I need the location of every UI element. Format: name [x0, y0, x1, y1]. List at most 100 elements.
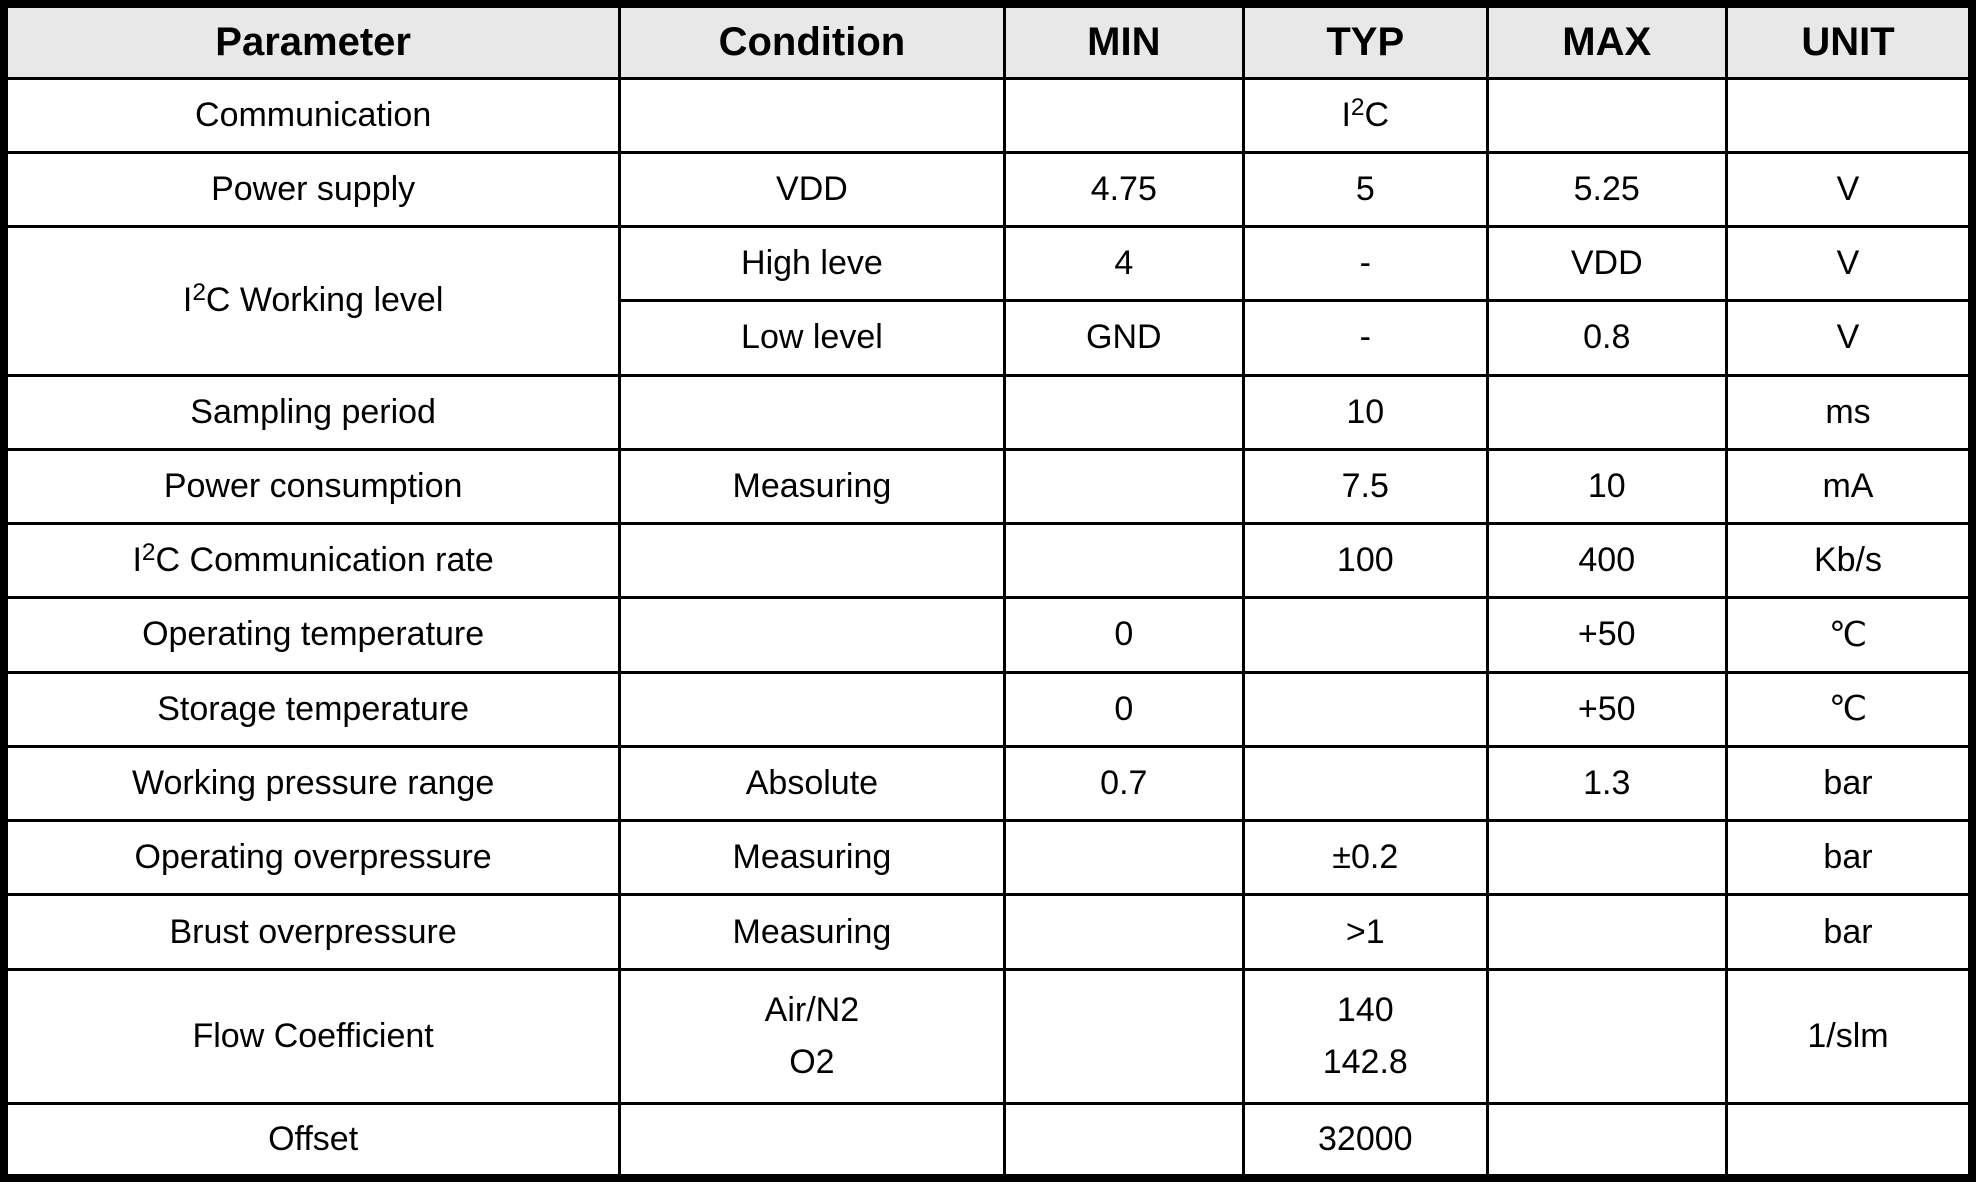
typ-cell: 7.5	[1242, 447, 1489, 526]
typ-cell	[1242, 744, 1489, 823]
unit-cell: ℃	[1724, 596, 1974, 674]
max-cell: +50	[1485, 670, 1728, 748]
table-row: Brust overpressure Measuring >1 bar	[2, 893, 1974, 971]
table-row: Offset 32000	[2, 1102, 1974, 1180]
param-cell: I2C Working level	[2, 225, 622, 377]
i2c-text: I	[182, 281, 193, 320]
max-cell: 1.3	[1485, 744, 1728, 823]
condition-cell: VDD	[618, 150, 1006, 229]
param-cell: Offset	[2, 1102, 622, 1180]
min-cell	[1002, 373, 1246, 451]
i2c-superscript: 2	[1350, 93, 1365, 121]
min-cell	[1002, 447, 1246, 526]
condition-line: Air/N2	[764, 990, 860, 1029]
typ-cell: ±0.2	[1242, 819, 1489, 897]
max-cell	[1485, 819, 1728, 897]
condition-cell	[618, 596, 1006, 674]
unit-cell: Kb/s	[1724, 522, 1974, 600]
condition-cell	[618, 522, 1006, 600]
min-cell	[1002, 893, 1246, 971]
table-row: I2C Working level High leve 4 - VDD V	[2, 225, 1974, 377]
header-unit: UNIT	[1724, 2, 1974, 80]
header-condition: Condition	[618, 2, 1006, 80]
typ-cell: -	[1242, 225, 1489, 303]
min-cell	[1002, 76, 1246, 154]
header-max: MAX	[1485, 2, 1728, 80]
typ-cell	[1242, 596, 1489, 674]
min-cell: 0.7	[1002, 744, 1246, 823]
unit-cell: bar	[1724, 744, 1974, 823]
param-cell: Power consumption	[2, 447, 622, 526]
i2c-text: C	[1364, 95, 1390, 134]
condition-cell: Measuring	[618, 819, 1006, 897]
min-cell	[1002, 819, 1246, 897]
table-row: Flow Coefficient Air/N2 O2 140 142.8 1/s…	[2, 967, 1974, 1106]
condition-cell	[618, 670, 1006, 748]
min-cell: 0	[1002, 670, 1246, 748]
i2c-superscript: 2	[141, 539, 156, 567]
max-cell: 10	[1485, 447, 1728, 526]
unit-cell: V	[1724, 150, 1974, 229]
i2c-text: C Communication rate	[155, 541, 494, 580]
unit-cell	[1724, 76, 1974, 154]
unit-cell: V	[1724, 299, 1974, 377]
typ-line: 142.8	[1322, 1043, 1408, 1082]
typ-cell: >1	[1242, 893, 1489, 971]
unit-cell: ℃	[1724, 670, 1974, 748]
unit-cell: bar	[1724, 819, 1974, 897]
table-row: Operating overpressure Measuring ±0.2 ba…	[2, 819, 1974, 897]
min-cell: 4	[1002, 225, 1246, 303]
max-cell	[1485, 967, 1728, 1106]
unit-cell: V	[1724, 225, 1974, 303]
min-cell	[1002, 522, 1246, 600]
table-row: Communication I2C	[2, 76, 1974, 154]
table-row: Sampling period 10 ms	[2, 373, 1974, 451]
max-cell: 5.25	[1485, 150, 1728, 229]
param-cell: Operating temperature	[2, 596, 622, 674]
unit-cell	[1724, 1102, 1974, 1180]
condition-cell: Absolute	[618, 744, 1006, 823]
param-cell: Sampling period	[2, 373, 622, 451]
table-row: Working pressure range Absolute 0.7 1.3 …	[2, 744, 1974, 823]
unit-cell: bar	[1724, 893, 1974, 971]
max-cell	[1485, 76, 1728, 154]
condition-cell: Measuring	[618, 893, 1006, 971]
condition-cell: Air/N2 O2	[618, 967, 1006, 1106]
table-row: Low level GND - 0.8 V	[4, 299, 1974, 377]
typ-cell	[1242, 670, 1489, 748]
table-row: Storage temperature 0 +50 ℃	[2, 670, 1974, 748]
typ-cell: 32000	[1242, 1102, 1489, 1180]
param-cell: Power supply	[2, 150, 622, 229]
header-row: Parameter Condition MIN TYP MAX UNIT	[2, 2, 1974, 80]
min-cell: GND	[1002, 299, 1246, 377]
i2c-text: I	[132, 541, 142, 580]
header-min: MIN	[1002, 2, 1246, 80]
max-cell	[1485, 373, 1728, 451]
param-cell: Brust overpressure	[2, 893, 622, 971]
max-cell: VDD	[1485, 225, 1728, 303]
param-cell: Operating overpressure	[2, 819, 622, 897]
condition-cell: High leve	[618, 225, 1006, 303]
param-cell: I2C Communication rate	[2, 522, 622, 600]
condition-line: O2	[789, 1043, 835, 1082]
unit-cell: 1/slm	[1724, 967, 1974, 1106]
condition-cell	[618, 1102, 1006, 1180]
condition-cell: Low level	[618, 299, 1006, 377]
max-cell	[1485, 893, 1728, 971]
max-cell: 400	[1485, 522, 1728, 600]
param-cell: Flow Coefficient	[2, 967, 622, 1106]
unit-cell: mA	[1724, 447, 1974, 526]
header-typ: TYP	[1242, 2, 1489, 80]
unit-cell: ms	[1724, 373, 1974, 451]
typ-cell: 140 142.8	[1242, 967, 1489, 1106]
typ-cell: 100	[1242, 522, 1489, 600]
typ-cell: 5	[1242, 150, 1489, 229]
param-cell: Working pressure range	[2, 744, 622, 823]
table-row: Power supply VDD 4.75 5 5.25 V	[2, 150, 1974, 229]
table-row: Operating temperature 0 +50 ℃	[2, 596, 1974, 674]
max-cell: 0.8	[1485, 299, 1728, 377]
condition-cell	[618, 76, 1006, 154]
param-cell: Storage temperature	[2, 670, 622, 748]
